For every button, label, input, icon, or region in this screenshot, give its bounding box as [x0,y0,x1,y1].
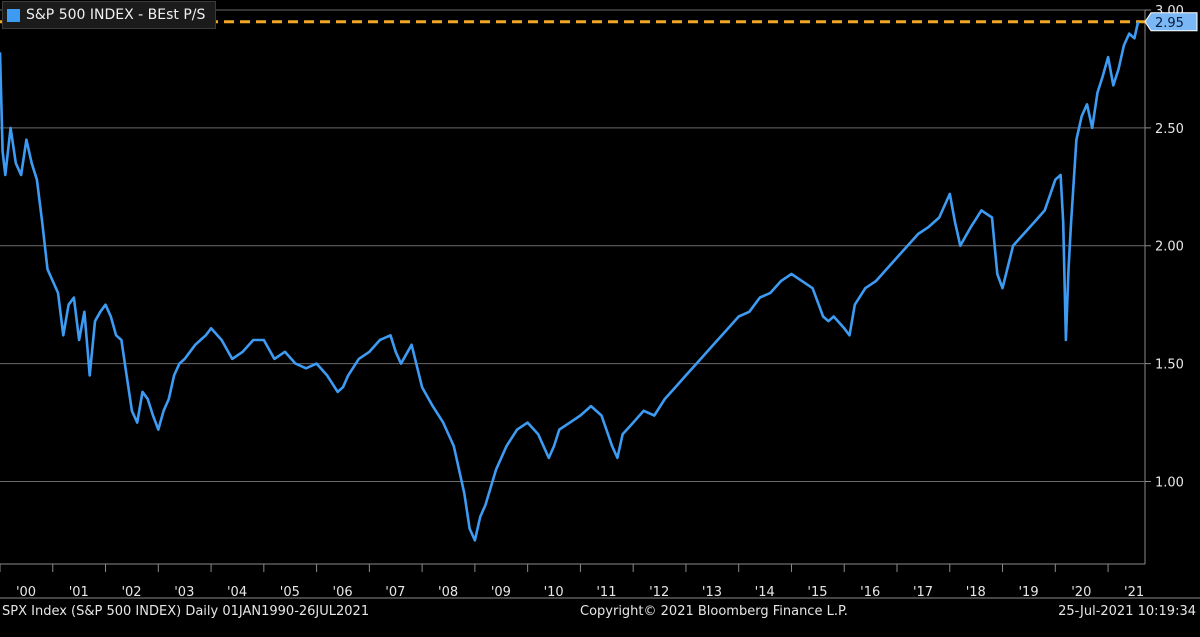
x-tick-label: '00 [16,585,36,600]
last-value-badge-shape [1144,12,1198,32]
x-tick-label: '21 [1124,585,1144,600]
grid-lines [0,9,1200,599]
y-tick-label: 2.50 [1155,122,1184,137]
footer-ticker-info: SPX Index (S&P 500 INDEX) Daily 01JAN199… [2,604,370,619]
x-tick-label: '02 [121,585,141,600]
x-tick-label: '03 [174,585,194,600]
chart-legend: S&P 500 INDEX - BEst P/S [2,1,217,29]
x-tick-label: '05 [280,585,300,600]
x-tick-label: '06 [333,585,353,600]
y-tick-label: 1.00 [1155,475,1184,490]
last-value-label: 2.95 [1155,16,1184,31]
x-tick-label: '18 [966,585,986,600]
x-tick-label: '12 [649,585,669,600]
x-tick-label: '08 [438,585,458,600]
last-value-badge: 2.95 [1144,12,1198,32]
x-tick-label: '09 [491,585,511,600]
footer-copyright: Copyright© 2021 Bloomberg Finance L.P. [580,604,848,619]
x-tick-label: '14 [755,585,775,600]
x-tick-label: '10 [544,585,564,600]
x-tick-label: '16 [860,585,880,600]
x-tick-label: '20 [1071,585,1091,600]
x-tick-label: '15 [807,585,827,600]
series-line [0,21,1140,542]
y-tick-label: 2.00 [1155,240,1184,255]
x-tick-label: '07 [385,585,405,600]
x-tick-label: '17 [913,585,933,600]
legend-label: S&P 500 INDEX - BEst P/S [26,7,206,23]
x-tick-label: '01 [69,585,89,600]
x-tick-label: '13 [702,585,722,600]
x-tick-label: '19 [1018,585,1038,600]
x-tick-label: '04 [227,585,247,600]
y-tick-label: 1.50 [1155,358,1184,373]
x-tick-label: '11 [596,585,616,600]
footer-timestamp: 25-Jul-2021 10:19:34 [1058,604,1196,619]
legend-swatch [7,8,20,22]
y-axis-ticks: 1.001.502.002.503.00 [1145,4,1184,490]
x-axis-ticks: '00 '01 '02 '03 '04 '05 '06 '07 '08 '09 '10 '11 '12 '… [0,564,1144,600]
